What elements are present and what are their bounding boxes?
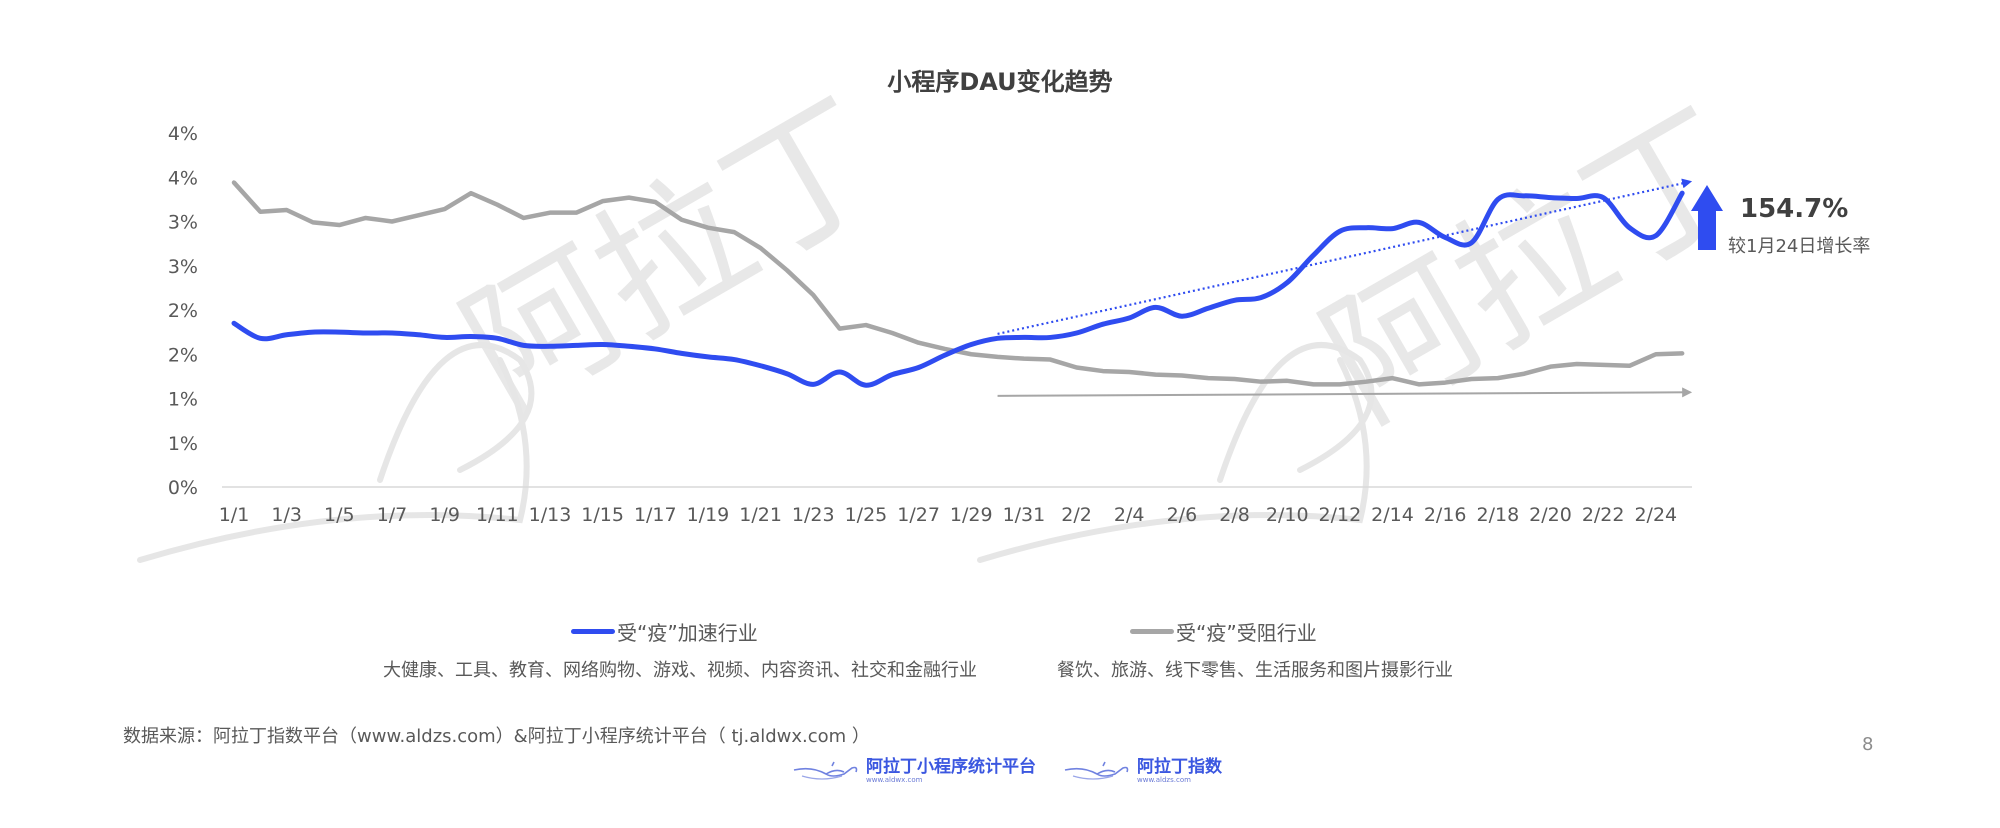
logo-aldzs: 阿拉丁指数 www.aldzs.com — [1063, 758, 1222, 784]
y-tick-label: 3% — [168, 212, 198, 234]
data-source-note: 数据来源：阿拉丁指数平台（www.aldzs.com）&阿拉丁小程序统计平台（ … — [123, 726, 870, 747]
y-axis: 0% 1% 1% 2% 2% 3% 3% 4% 4% — [168, 123, 198, 499]
x-tick-label: 2/18 — [1477, 504, 1520, 526]
x-tick-label: 1/5 — [324, 504, 355, 526]
legend-description-hindered: 餐饮、旅游、线下零售、生活服务和图片摄影行业 — [1057, 660, 1453, 681]
x-tick-label: 1/21 — [739, 504, 782, 526]
x-tick-label: 1/13 — [529, 504, 572, 526]
watermark: 阿拉丁 阿拉丁 — [137, 68, 1773, 563]
x-tick-label: 1/25 — [845, 504, 888, 526]
x-tick-label: 1/31 — [1003, 504, 1046, 526]
x-tick-label: 1/1 — [219, 504, 250, 526]
x-tick-label: 1/7 — [377, 504, 408, 526]
legend-swatch-gray — [1130, 629, 1174, 634]
trend-arrows — [997, 178, 1693, 398]
legend-description-accelerated: 大健康、工具、教育、网络购物、游戏、视频、内容资讯、社交和金融行业 — [383, 660, 977, 681]
y-tick-label: 1% — [168, 433, 198, 455]
y-tick-label: 3% — [168, 256, 198, 278]
y-tick-label: 4% — [168, 123, 198, 145]
page-number: 8 — [1862, 734, 1874, 755]
trend-arrow-hindered — [997, 387, 1693, 398]
x-tick-label: 1/11 — [476, 504, 519, 526]
x-tick-label: 2/14 — [1371, 504, 1414, 526]
series-line-accelerated — [231, 190, 1685, 388]
x-tick-label: 1/9 — [429, 504, 460, 526]
x-tick-label: 2/4 — [1114, 504, 1145, 526]
magic-lamp-icon — [793, 761, 858, 780]
svg-text:阿拉丁: 阿拉丁 — [436, 68, 913, 444]
growth-rate-label: 较1月24日增长率 — [1728, 236, 1871, 257]
x-tick-label: 2/8 — [1219, 504, 1250, 526]
x-tick-label: 2/24 — [1634, 504, 1677, 526]
legend-item-hindered: 受“疫”受阻行业 — [1130, 617, 1317, 646]
magic-lamp-icon — [1064, 761, 1129, 780]
y-tick-label: 1% — [168, 389, 198, 411]
y-tick-label: 2% — [168, 300, 198, 322]
series-lines — [231, 180, 1685, 388]
x-tick-label: 2/12 — [1319, 504, 1362, 526]
logo-url: www.aldzs.com — [1137, 776, 1191, 784]
x-tick-label: 1/19 — [687, 504, 730, 526]
chart-title: 小程序DAU变化趋势 — [887, 68, 1113, 96]
x-tick-label: 1/27 — [897, 504, 940, 526]
y-tick-label: 2% — [168, 344, 198, 366]
x-tick-label: 2/20 — [1529, 504, 1572, 526]
legend-label: 受“疫”受阻行业 — [1176, 621, 1317, 645]
x-tick-label: 2/10 — [1266, 504, 1309, 526]
x-tick-label: 1/3 — [271, 504, 302, 526]
logo-url: www.aldwx.com — [866, 776, 923, 784]
up-arrow-icon — [1691, 185, 1723, 250]
logo-aldwx: 阿拉丁小程序统计平台 www.aldwx.com — [792, 758, 1036, 784]
x-tick-label: 2/6 — [1167, 504, 1198, 526]
x-tick-label: 2/2 — [1061, 504, 1092, 526]
legend-item-accelerated: 受“疫”加速行业 — [571, 617, 758, 646]
x-tick-label: 2/16 — [1424, 504, 1467, 526]
x-tick-label: 1/15 — [581, 504, 624, 526]
logo-name: 阿拉丁小程序统计平台 — [866, 757, 1036, 777]
y-tick-label: 0% — [168, 477, 198, 499]
y-tick-label: 4% — [168, 167, 198, 189]
legend-swatch-blue — [571, 629, 615, 634]
x-axis: 1/1 1/3 1/5 1/7 1/9 1/11 1/13 1/15 1/17 1/19 1/21 1… — [219, 504, 1677, 526]
x-tick-label: 1/17 — [634, 504, 677, 526]
growth-rate-value: 154.7% — [1740, 194, 1849, 224]
logo-name: 阿拉丁指数 — [1137, 757, 1222, 777]
svg-text:阿拉丁: 阿拉丁 — [1296, 78, 1773, 454]
trend-arrow-accelerated — [997, 178, 1693, 335]
x-tick-label: 1/23 — [792, 504, 835, 526]
x-tick-label: 1/29 — [950, 504, 993, 526]
x-tick-label: 2/22 — [1582, 504, 1625, 526]
legend-label: 受“疫”加速行业 — [617, 621, 758, 645]
